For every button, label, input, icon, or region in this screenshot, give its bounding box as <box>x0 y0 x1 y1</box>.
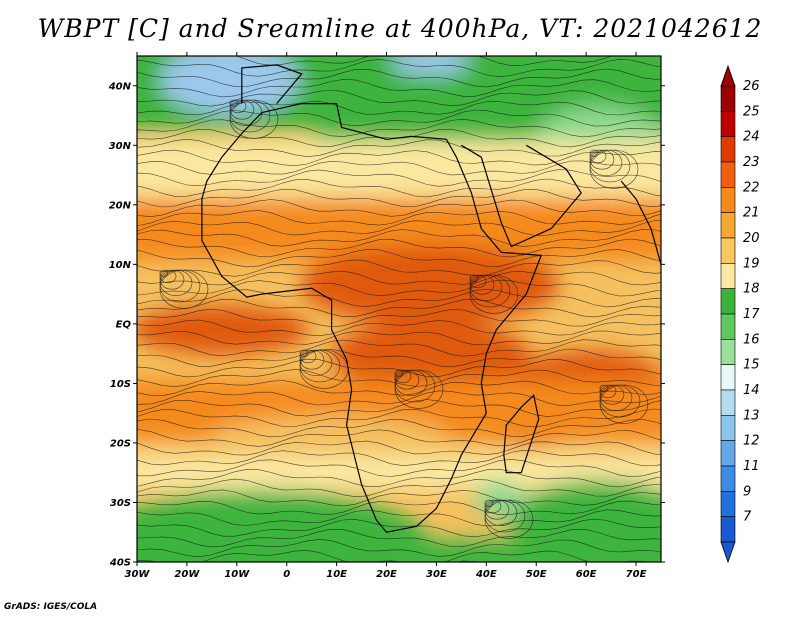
lon-label: 30W <box>125 569 151 580</box>
colorbar-swatch <box>720 440 736 467</box>
lon-label: 10E <box>326 569 347 580</box>
lon-label: 10W <box>224 569 250 580</box>
colorbar-label: 25 <box>743 104 760 119</box>
colorbar-swatch <box>720 288 736 315</box>
colorbar-label: 15 <box>743 358 760 373</box>
colorbar-swatch <box>720 491 736 517</box>
arabia-coastline <box>461 144 582 248</box>
longitude-labels: 30W 20W 10W 0 10E 20E 30E 40E 50E 60E 70E <box>125 569 647 580</box>
colorbar-swatch <box>720 212 736 239</box>
colorbar-swatch <box>720 85 736 112</box>
credit-text: GrADS: IGES/COLA <box>4 602 98 612</box>
axis-ticks <box>133 52 665 566</box>
coastlines <box>201 64 661 533</box>
colorbar-swatch <box>720 187 736 213</box>
colorbar-arrow-bottom <box>720 541 736 564</box>
lat-label: 10N <box>109 260 132 271</box>
lat-label: EQ <box>116 319 132 330</box>
lat-label: 20S <box>110 438 131 449</box>
colorbar-label: 9 <box>743 484 751 499</box>
colorbar-label: 7 <box>743 510 752 525</box>
streamline-vortex <box>599 384 649 424</box>
lat-label: 30N <box>109 141 132 152</box>
lat-label: 40S <box>109 558 131 569</box>
latitude-labels: 40N 30N 20N 10N EQ 10S 20S 30S 40S <box>108 81 132 568</box>
colorbar-label: 19 <box>743 256 760 271</box>
colorbar-swatch <box>720 389 736 416</box>
lat-label: 40N <box>108 81 132 92</box>
india-coastline <box>620 180 661 266</box>
streamline-vortex <box>159 269 209 309</box>
streamline-vortex <box>589 149 639 189</box>
streamline-vortex <box>299 349 349 389</box>
colorbar-label: 13 <box>743 408 760 423</box>
streamline-vortex <box>229 99 279 139</box>
colorbar-swatch <box>720 111 736 137</box>
colorbar-swatch <box>720 263 736 289</box>
africa-coastline <box>201 103 543 533</box>
lat-label: 20N <box>109 200 132 211</box>
colorbar-label: 21 <box>743 206 760 221</box>
colorbar-label: 17 <box>743 307 760 322</box>
streamline-vortex <box>394 369 444 409</box>
colorbar-swatch <box>720 415 736 441</box>
colorbar-label: 12 <box>743 434 760 449</box>
field-layer <box>137 56 661 562</box>
colorbar-swatch <box>720 313 736 340</box>
lon-label: 60E <box>576 569 597 580</box>
colorbar: 26 25 24 23 22 21 20 19 18 17 16 15 14 13 12 11 9 7 <box>720 64 760 564</box>
streamlines <box>137 56 661 562</box>
lon-label: 50E <box>526 569 547 580</box>
lon-label: 30E <box>426 569 447 580</box>
colorbar-swatch <box>720 516 736 543</box>
colorbar-label: 16 <box>743 332 760 347</box>
lon-label: 40E <box>475 569 497 580</box>
colorbar-swatch <box>720 161 736 188</box>
iberia-coastline <box>241 64 303 104</box>
colorbar-swatch <box>720 364 736 391</box>
colorbar-label: 20 <box>743 231 760 246</box>
colorbar-label: 22 <box>743 180 760 195</box>
lat-label: 10S <box>110 379 131 390</box>
lon-label: 20W <box>174 569 200 580</box>
streamline-vortex <box>469 274 519 314</box>
lon-label: 70E <box>626 569 647 580</box>
plot-frame <box>136 55 662 563</box>
streamline-paths <box>137 56 661 562</box>
colorbar-swatch <box>720 237 736 264</box>
lat-label: 30S <box>110 498 131 509</box>
colorbar-label: 18 <box>743 282 760 297</box>
map-title: WBPT [C] and Sreamline at 400hPa, VT: 20… <box>37 14 763 43</box>
colorbar-label: 23 <box>743 155 760 170</box>
colorbar-label: 26 <box>743 79 760 94</box>
madagascar-coastline <box>503 394 540 474</box>
colorbar-label: 11 <box>743 459 760 474</box>
streamline-vortex <box>484 499 534 539</box>
lon-label: 20E <box>376 569 397 580</box>
colorbar-swatch <box>720 465 736 492</box>
colorbar-label: 14 <box>743 383 760 398</box>
colorbar-label: 24 <box>743 130 760 145</box>
colorbar-swatch <box>720 339 736 365</box>
colorbar-arrow-top <box>720 64 736 87</box>
lon-label: 0 <box>283 569 290 580</box>
colorbar-swatch <box>720 136 736 163</box>
